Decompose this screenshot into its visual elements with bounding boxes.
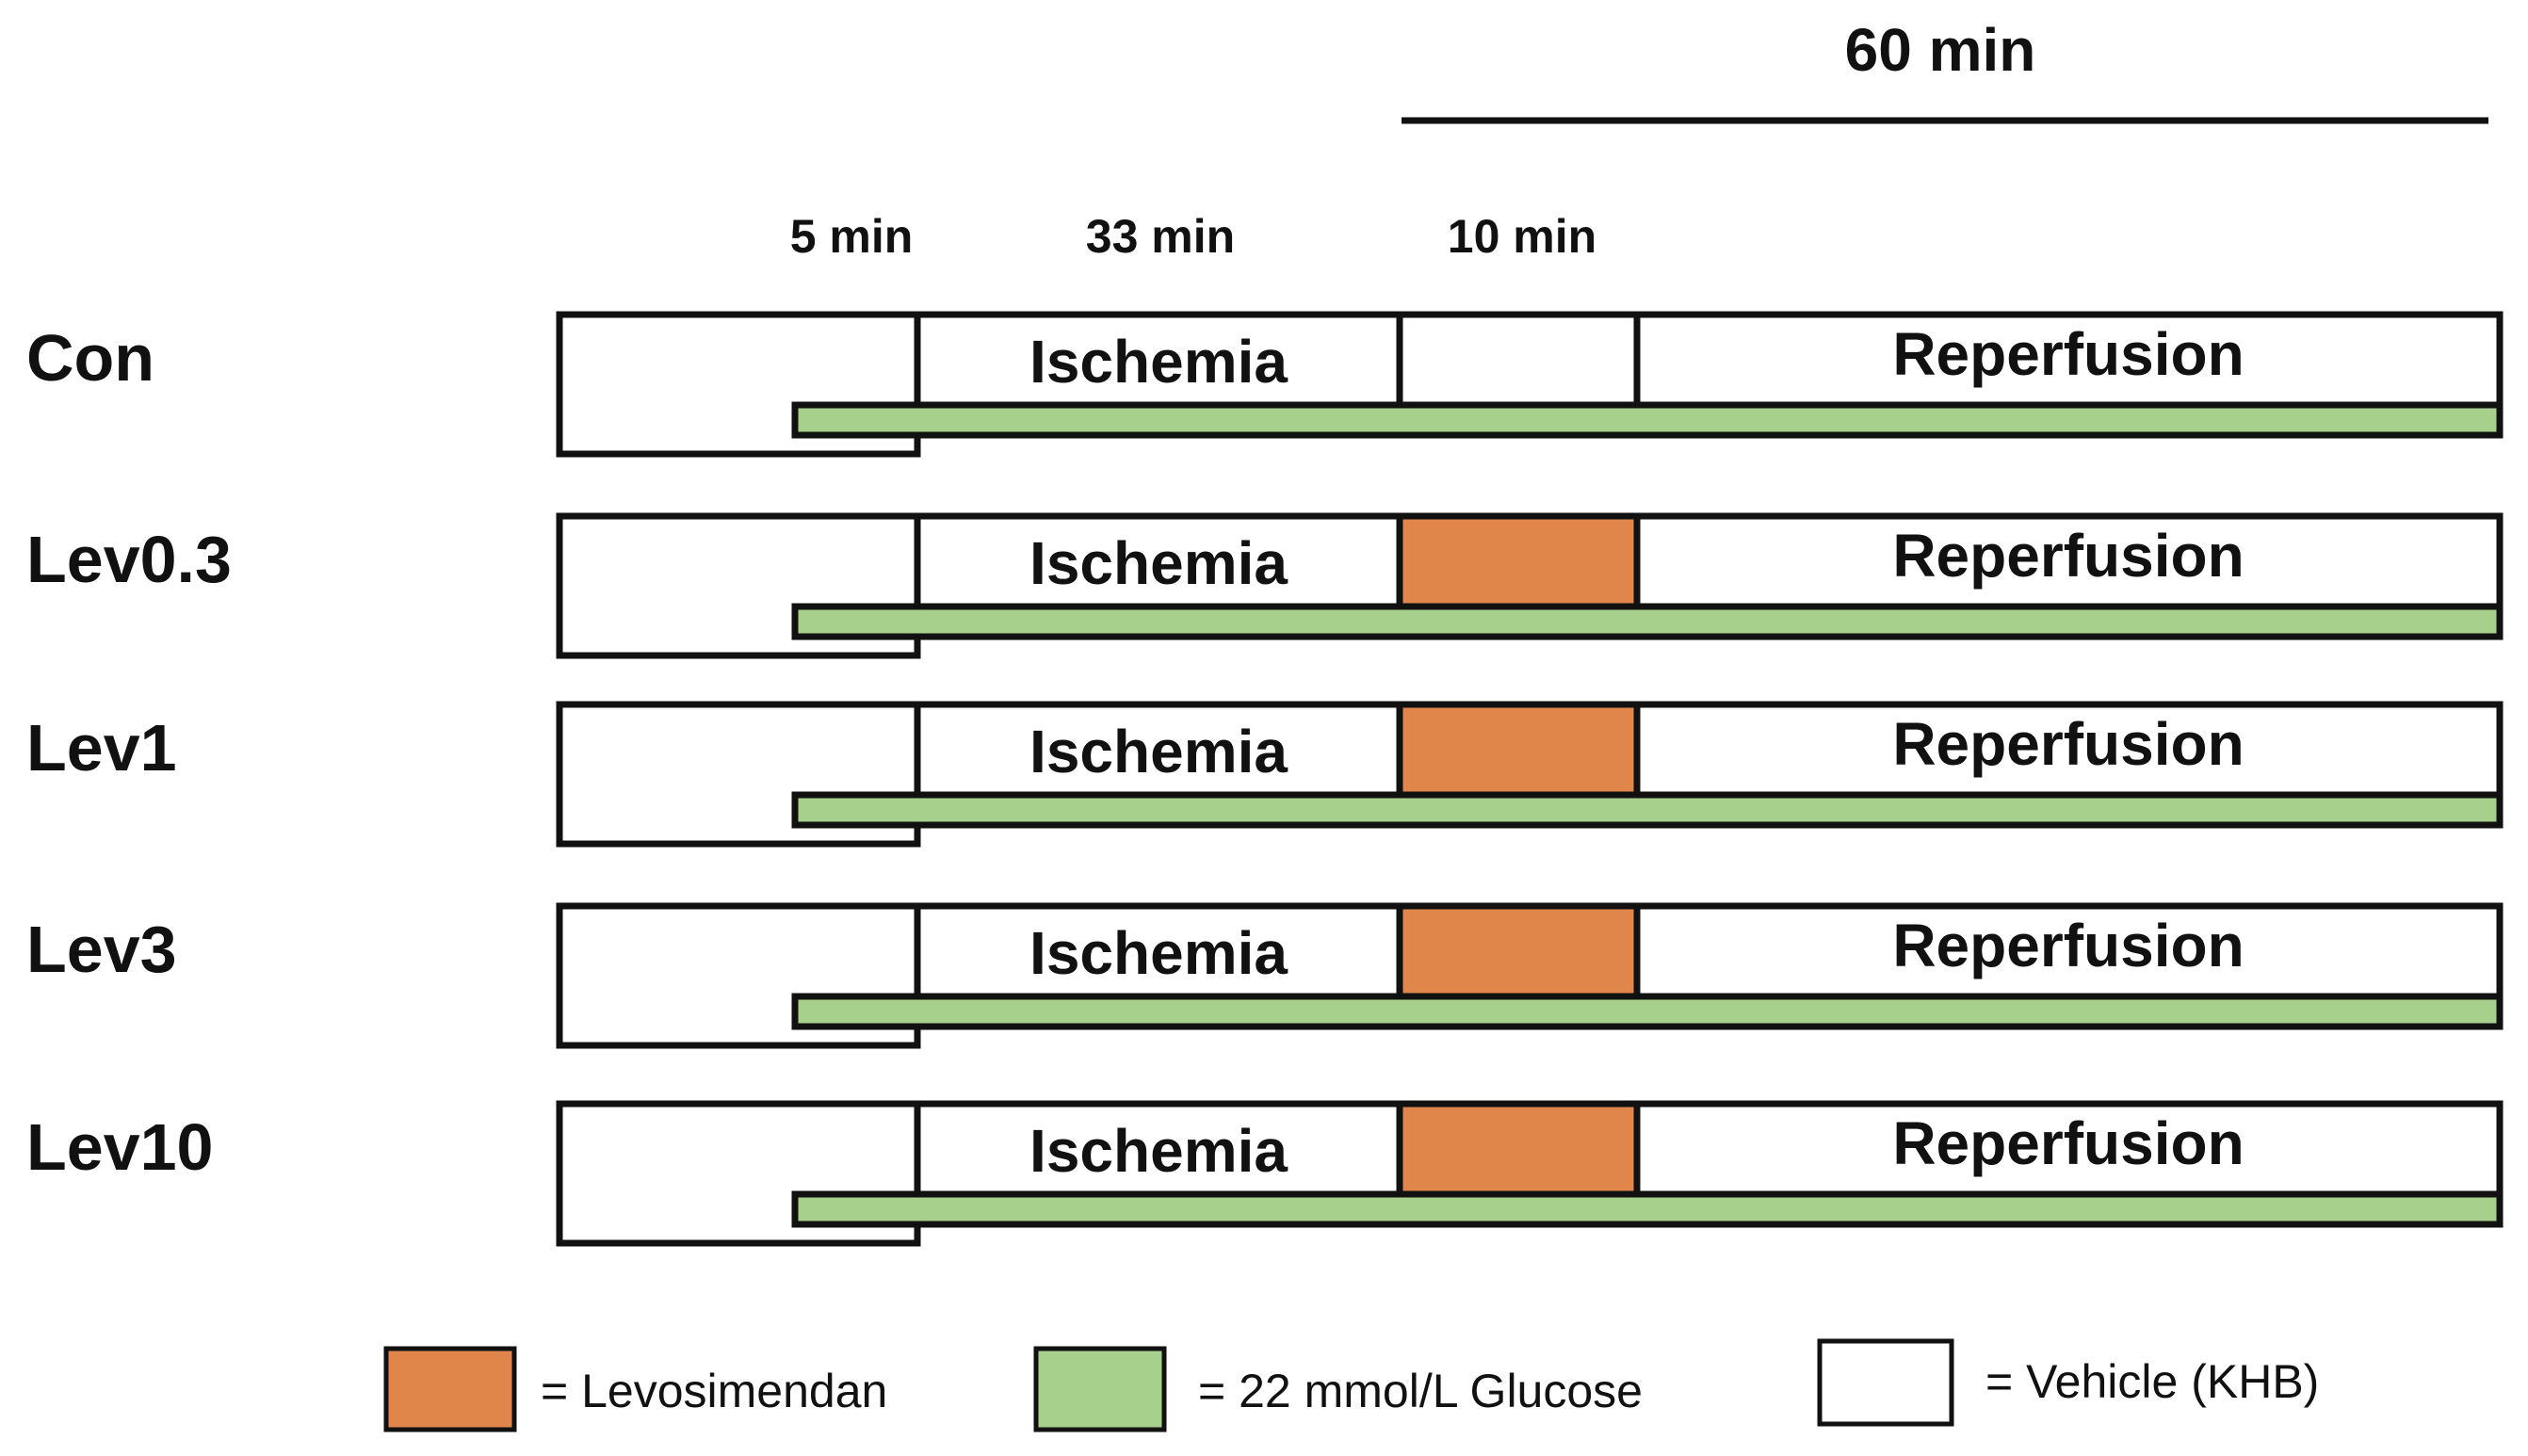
legend-label-vehicle: = Vehicle (KHB) bbox=[1985, 1355, 2319, 1408]
levosimendan-segment bbox=[1396, 902, 1641, 1000]
group-name: Lev0.3 bbox=[26, 523, 232, 596]
levosimendan-segment bbox=[1396, 701, 1641, 799]
reperfusion-segment bbox=[1633, 1100, 2504, 1198]
legend-swatch-levosimendan bbox=[383, 1346, 517, 1432]
ischemia-label: Ischemia bbox=[1029, 718, 1288, 785]
legend-swatch-vehicle bbox=[1817, 1338, 1954, 1427]
ischemia-segment bbox=[914, 311, 1403, 409]
ischemia-label: Ischemia bbox=[1029, 328, 1288, 396]
reperfusion-label: Reperfusion bbox=[1892, 320, 2244, 388]
ischemia-segment bbox=[914, 902, 1403, 1000]
group-name: Lev10 bbox=[26, 1110, 213, 1184]
duration-label: 60 min bbox=[1845, 16, 2036, 84]
glucose-bar bbox=[791, 1190, 2504, 1228]
reperfusion-label: Reperfusion bbox=[1892, 522, 2244, 590]
glucose-bar bbox=[791, 791, 2504, 829]
group-rows: Con Ischemia Reperfusion Lev0.3 Ischemia Repe… bbox=[26, 311, 2504, 1247]
group-name: Lev3 bbox=[26, 913, 177, 986]
legend-label-levosimendan: = Levosimendan bbox=[541, 1365, 887, 1417]
reperfusion-label: Reperfusion bbox=[1892, 912, 2244, 979]
phase-label-ischemia: 33 min bbox=[1086, 210, 1235, 263]
levosimendan-segment bbox=[1396, 1100, 1641, 1198]
levosimendan-segment bbox=[1396, 512, 1641, 610]
glucose-bar bbox=[791, 603, 2504, 640]
ischemia-label: Ischemia bbox=[1029, 529, 1288, 597]
group-row: Con Ischemia Reperfusion bbox=[26, 311, 2504, 458]
glucose-bar bbox=[791, 401, 2504, 439]
reperfusion-segment bbox=[1633, 701, 2504, 799]
vehicle-treatment-segment bbox=[1396, 311, 1641, 409]
ischemia-label: Ischemia bbox=[1029, 919, 1288, 987]
reperfusion-label: Reperfusion bbox=[1892, 710, 2244, 778]
ischemia-segment bbox=[914, 1100, 1403, 1198]
group-row: Lev0.3 Ischemia Reperfusion bbox=[26, 512, 2504, 659]
reperfusion-segment bbox=[1633, 902, 2504, 1000]
ischemia-label: Ischemia bbox=[1029, 1117, 1288, 1185]
legend-swatch-glucose bbox=[1033, 1346, 1167, 1432]
group-name: Con bbox=[26, 321, 154, 395]
group-row: Lev10 Ischemia Reperfusion bbox=[26, 1100, 2504, 1247]
legend: = Levosimendan = 22 mmol/L Glucose = Veh… bbox=[383, 1338, 2319, 1432]
group-name: Lev1 bbox=[26, 711, 177, 785]
phase-label-treatment: 10 min bbox=[1448, 210, 1596, 263]
group-row: Lev3 Ischemia Reperfusion bbox=[26, 902, 2504, 1049]
legend-label-glucose: = 22 mmol/L Glucose bbox=[1198, 1365, 1643, 1417]
glucose-bar bbox=[791, 993, 2504, 1030]
group-row: Lev1 Ischemia Reperfusion bbox=[26, 701, 2504, 848]
reperfusion-label: Reperfusion bbox=[1892, 1109, 2244, 1177]
reperfusion-segment bbox=[1633, 512, 2504, 610]
phase-label-pre: 5 min bbox=[790, 210, 914, 263]
